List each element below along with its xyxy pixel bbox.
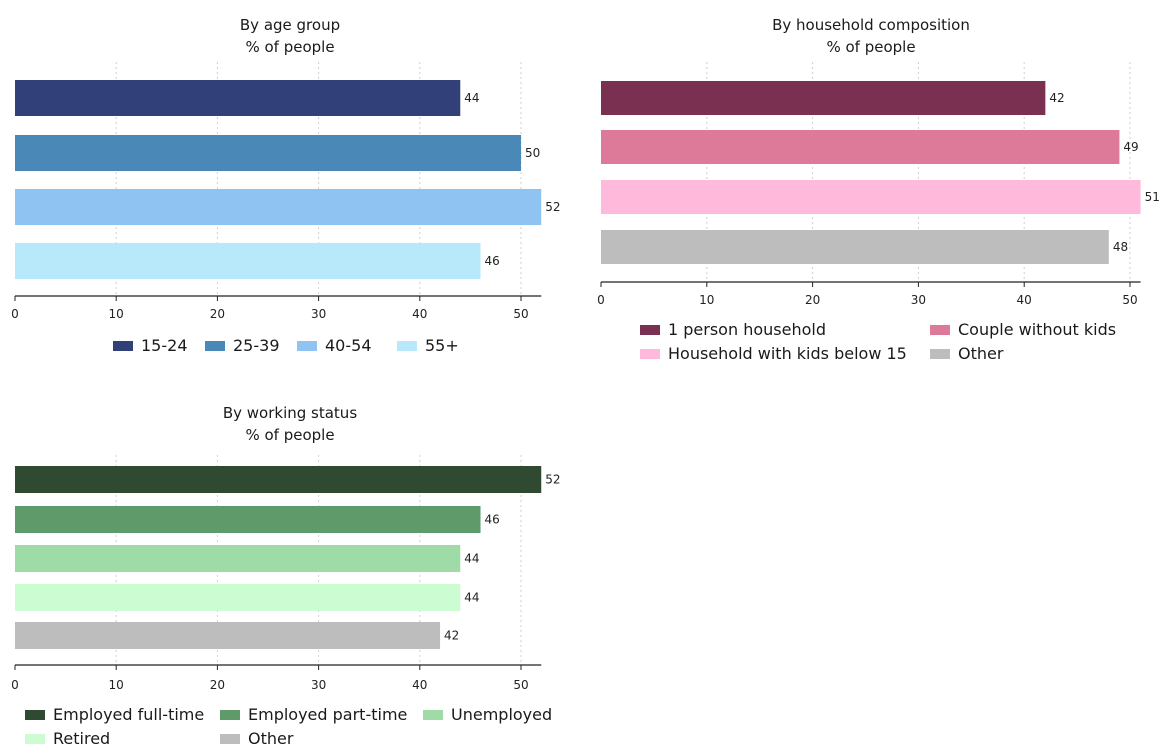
- x-tick-label: 30: [311, 678, 326, 692]
- legend-swatch: [220, 733, 240, 744]
- x-tick-label: 40: [412, 307, 427, 321]
- panel-household-composition: By household composition % of people: [580, 0, 1162, 380]
- bar-55-: [15, 243, 481, 279]
- bar-household-with-kids-below-15: [601, 180, 1141, 214]
- data-label: 48: [1113, 240, 1128, 254]
- panel-working-status: By working status % of people: [0, 390, 580, 747]
- data-label: 46: [485, 254, 500, 268]
- legend-swatch: [113, 340, 133, 351]
- x-tick-label: 10: [109, 678, 124, 692]
- data-label: 51: [1145, 190, 1160, 204]
- legend-item: Unemployed: [423, 705, 552, 724]
- legend-swatch: [930, 348, 950, 359]
- bar-unemployed: [15, 545, 461, 572]
- x-tick-label: 40: [412, 678, 427, 692]
- legend-item: Other: [220, 729, 293, 748]
- legend-item: 15-24: [113, 336, 188, 355]
- legend-item: 1 person household: [640, 320, 826, 339]
- x-tick-label: 50: [513, 678, 528, 692]
- legend-label: Employed part-time: [248, 705, 408, 724]
- legend-swatch: [25, 709, 45, 720]
- data-label: 44: [464, 552, 479, 566]
- legend-label: Household with kids below 15: [668, 344, 907, 363]
- panel-age-group: By age group % of people: [0, 0, 580, 380]
- bar-couple-without-kids: [601, 130, 1120, 164]
- data-label: 52: [545, 200, 560, 214]
- x-tick-label: 20: [210, 307, 225, 321]
- x-tick-label: 10: [699, 293, 714, 307]
- data-label: 50: [525, 146, 540, 160]
- chart-title-main: By working status: [222, 404, 358, 422]
- legend-label: 25-39: [233, 336, 280, 355]
- legend-item: 55+: [397, 336, 459, 355]
- chart-title: By age group % of people: [0, 14, 580, 58]
- chart-title: By household composition % of people: [580, 14, 1162, 58]
- x-tick-label: 50: [513, 307, 528, 321]
- data-label: 44: [464, 91, 479, 105]
- legend-swatch: [423, 709, 443, 720]
- bar-40-54: [15, 189, 542, 225]
- x-tick-label: 30: [311, 307, 326, 321]
- legend-label: Other: [248, 729, 294, 748]
- bar-other: [601, 230, 1109, 264]
- legend-swatch: [640, 348, 660, 359]
- legend-label: 1 person household: [668, 320, 826, 339]
- legend-label: Couple without kids: [958, 320, 1117, 339]
- bar-1-person-household: [601, 81, 1046, 115]
- legend-swatch: [930, 324, 950, 335]
- chart-title-main: By household composition: [772, 16, 970, 34]
- x-tick-label: 50: [1122, 293, 1137, 307]
- bar-employed-full-time: [15, 466, 542, 493]
- legend-item: Employed part-time: [220, 705, 407, 724]
- legend-item: 40-54: [297, 336, 372, 355]
- x-tick-label: 20: [210, 678, 225, 692]
- x-tick-label: 40: [1017, 293, 1032, 307]
- data-label: 52: [545, 473, 560, 487]
- legend-label: Employed full-time: [53, 705, 205, 724]
- x-tick-label: 0: [597, 293, 605, 307]
- x-tick-label: 0: [11, 307, 19, 321]
- legend-item: Retired: [25, 729, 110, 748]
- chart-subtitle: % of people: [245, 38, 335, 56]
- legend-item: Employed full-time: [25, 705, 204, 724]
- x-tick-label: 30: [911, 293, 926, 307]
- data-label: 49: [1123, 140, 1138, 154]
- chart-subtitle: % of people: [245, 426, 335, 444]
- bar-25-39: [15, 135, 521, 171]
- legend-item: 25-39: [205, 336, 280, 355]
- bar-employed-part-time: [15, 506, 481, 533]
- data-label: 42: [444, 629, 459, 643]
- legend-swatch: [220, 709, 240, 720]
- legend-label: Unemployed: [451, 705, 553, 724]
- legend-label: Retired: [53, 729, 111, 748]
- legend-label: 55+: [425, 336, 459, 355]
- bar-retired: [15, 584, 461, 611]
- legend-label: Other: [958, 344, 1004, 363]
- data-label: 46: [485, 513, 500, 527]
- bar-15-24: [15, 80, 461, 116]
- legend-swatch: [397, 340, 417, 351]
- data-label: 44: [464, 591, 479, 605]
- legend-swatch: [640, 324, 660, 335]
- bar-other: [15, 622, 441, 649]
- legend-swatch: [25, 733, 45, 744]
- chart-title: By working status % of people: [0, 402, 580, 446]
- legend-swatch: [205, 340, 225, 351]
- x-tick-label: 20: [805, 293, 820, 307]
- chart-subtitle: % of people: [826, 38, 916, 56]
- legend-item: Couple without kids: [930, 320, 1116, 339]
- legend-label: 40-54: [325, 336, 372, 355]
- legend-item: Household with kids below 15: [640, 344, 907, 363]
- legend-label: 15-24: [141, 336, 188, 355]
- legend-item: Other: [930, 344, 1003, 363]
- legend-swatch: [297, 340, 317, 351]
- x-tick-label: 0: [11, 678, 19, 692]
- chart-title-main: By age group: [239, 16, 341, 34]
- x-tick-label: 10: [109, 307, 124, 321]
- data-label: 42: [1049, 91, 1064, 105]
